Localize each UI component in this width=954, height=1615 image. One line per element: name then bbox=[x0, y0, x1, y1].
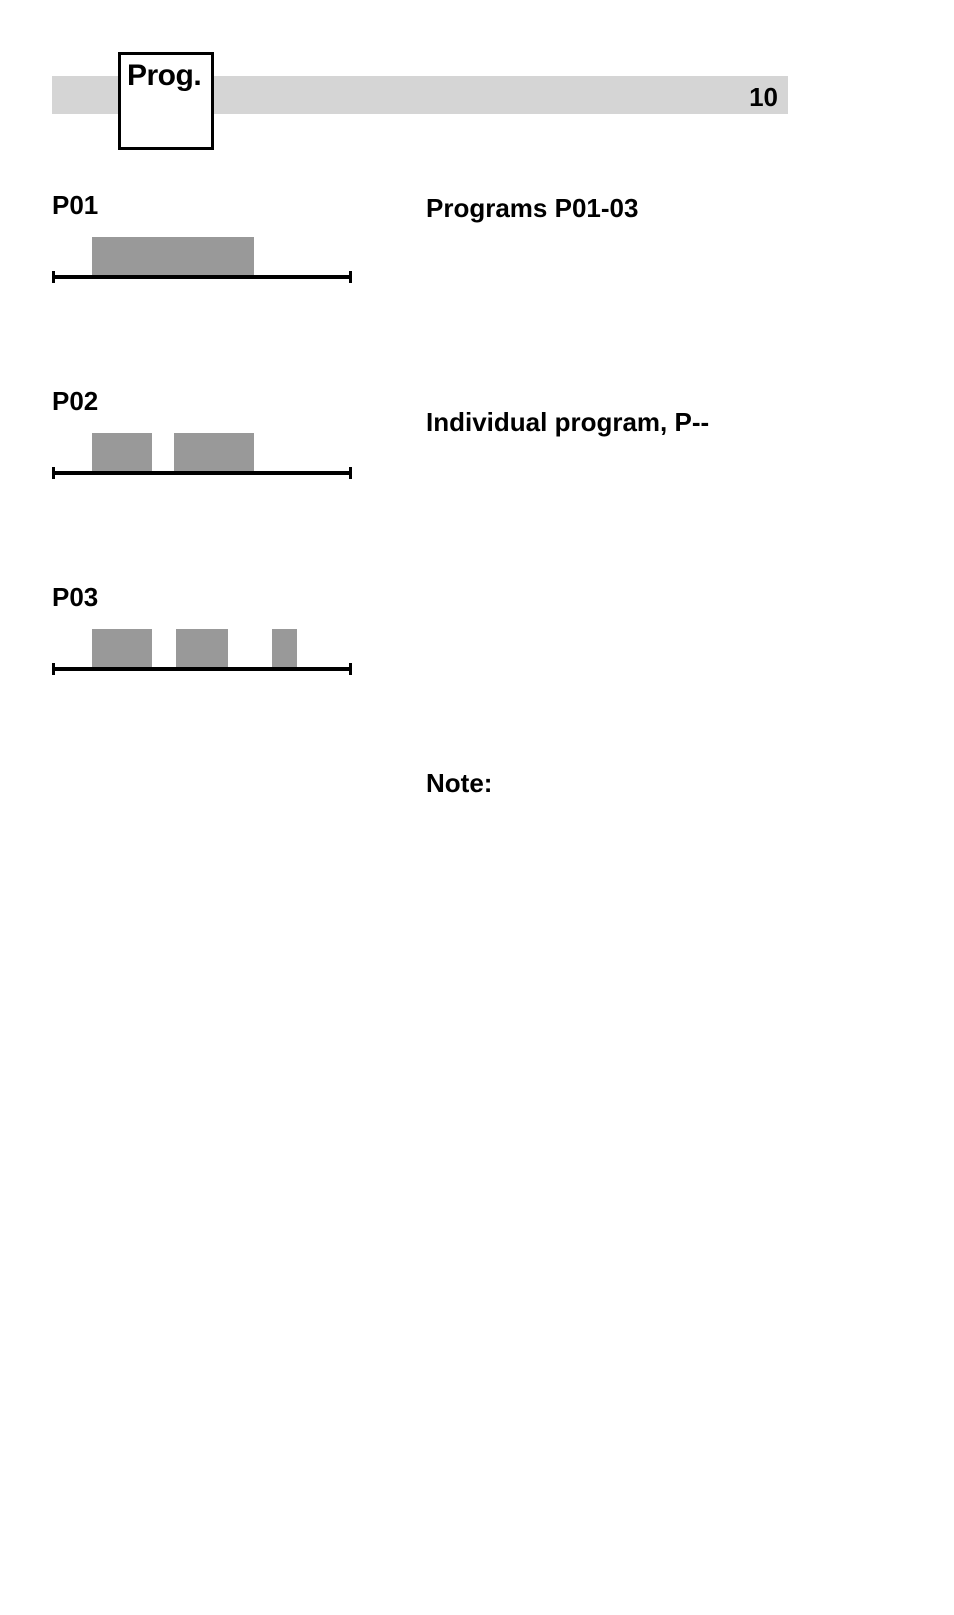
page-number: 10 bbox=[749, 82, 778, 113]
timeline-p01 bbox=[52, 237, 352, 281]
timeline-tick bbox=[349, 467, 352, 479]
program-block-p02: P02 bbox=[52, 386, 362, 477]
program-label: P03 bbox=[52, 582, 362, 613]
timeline-tick bbox=[52, 663, 55, 675]
program-block-p01: P01 bbox=[52, 190, 362, 281]
program-label: P02 bbox=[52, 386, 362, 417]
right-text-note: Note: bbox=[426, 768, 786, 799]
timeline-tick bbox=[349, 271, 352, 283]
right-column: Programs P01-03 Individual program, P-- … bbox=[426, 190, 786, 799]
program-block-p03: P03 bbox=[52, 582, 362, 673]
timeline-bar bbox=[176, 629, 228, 667]
timeline-tick bbox=[52, 467, 55, 479]
right-text-programs: Programs P01-03 bbox=[426, 193, 786, 224]
timeline-axis bbox=[52, 667, 352, 671]
timeline-p03 bbox=[52, 629, 352, 673]
timeline-bar bbox=[174, 433, 254, 471]
program-label: P01 bbox=[52, 190, 362, 221]
right-text-individual: Individual program, P-- bbox=[426, 407, 786, 438]
timeline-p02 bbox=[52, 433, 352, 477]
timeline-axis bbox=[52, 275, 352, 279]
timeline-axis bbox=[52, 471, 352, 475]
timeline-tick bbox=[349, 663, 352, 675]
prog-box-label: Prog. bbox=[118, 52, 214, 150]
timeline-tick bbox=[52, 271, 55, 283]
programs-column: P01 P02 P03 bbox=[52, 190, 362, 778]
timeline-bar bbox=[272, 629, 297, 667]
timeline-bar bbox=[92, 237, 254, 275]
timeline-bar bbox=[92, 629, 152, 667]
timeline-bar bbox=[92, 433, 152, 471]
